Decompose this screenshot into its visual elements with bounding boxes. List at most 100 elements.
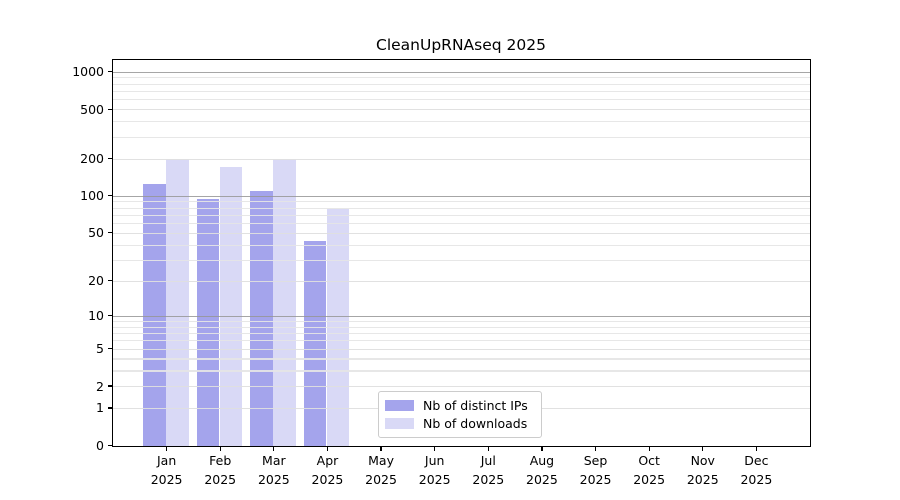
y-tick-label-10: 10	[88, 308, 104, 324]
y-tick-label-0: 0	[96, 438, 104, 453]
y-tick-mark-50	[108, 232, 113, 234]
x-tick-label-nov: Nov 2025	[673, 451, 733, 489]
x-tick-label-feb: Feb 2025	[190, 451, 250, 489]
gridline-y-4	[113, 358, 810, 360]
x-tick-month: Oct	[638, 453, 660, 468]
gridline-y-400	[113, 121, 810, 123]
chart-title: CleanUpRNAseq 2025	[376, 36, 546, 54]
gridline-y-300	[113, 136, 810, 138]
y-tick-label-100: 100	[80, 188, 104, 204]
x-tick-year: 2025	[579, 472, 612, 487]
y-tick-mark-0	[108, 444, 113, 447]
bar-downloads-jan	[166, 158, 189, 446]
gridline-y-9	[113, 320, 810, 322]
y-tick-label-1000: 1000	[72, 64, 104, 80]
x-tick-year: 2025	[418, 472, 451, 487]
x-tick-mark-aug	[541, 446, 543, 451]
gridline-y-70	[113, 214, 810, 216]
y-tick-mark-20	[108, 280, 113, 282]
x-tick-label-mar: Mar 2025	[244, 451, 304, 489]
bar-distinct-ips-mar	[250, 190, 273, 446]
gridline-y-6	[113, 340, 810, 342]
x-tick-month: Nov	[690, 453, 715, 468]
y-tick-mark-5	[108, 347, 113, 350]
gridline-y-3	[113, 370, 810, 372]
x-tick-year: 2025	[150, 472, 183, 487]
x-tick-year: 2025	[311, 472, 344, 487]
x-tick-mark-may	[380, 446, 382, 451]
plot-area	[111, 58, 812, 447]
gridline-y-1000	[113, 71, 810, 73]
x-tick-label-jun: Jun 2025	[405, 451, 465, 489]
x-tick-year: 2025	[526, 472, 558, 487]
gridline-y-7	[113, 332, 810, 335]
legend-item-downloads: Nb of downloads	[385, 415, 528, 433]
y-tick-label-50: 50	[88, 225, 104, 241]
legend-item-distinct-ips: Nb of distinct IPs	[385, 397, 528, 415]
y-tick-mark-200	[108, 157, 113, 160]
gridline-y-30	[113, 259, 810, 261]
x-tick-year: 2025	[365, 472, 397, 487]
y-tick-label-2: 2	[96, 378, 104, 394]
y-tick-mark-1000	[108, 71, 113, 73]
x-tick-year: 2025	[472, 472, 505, 487]
gridline-y-40	[113, 244, 810, 246]
x-tick-label-oct: Oct 2025	[619, 451, 679, 489]
x-tick-month: Dec	[744, 453, 769, 468]
gridline-y-600	[113, 99, 810, 101]
x-tick-mark-dec	[755, 446, 757, 451]
legend-label: Nb of distinct IPs	[423, 398, 528, 414]
gridline-y-60	[113, 223, 810, 225]
x-tick-mark-oct	[648, 446, 650, 451]
x-tick-mark-mar	[273, 446, 275, 451]
x-tick-month: Sep	[583, 453, 608, 468]
y-tick-label-1: 1	[96, 400, 104, 416]
x-tick-mark-nov	[702, 446, 704, 451]
bar-downloads-mar	[273, 158, 296, 446]
x-tick-label-aug: Aug 2025	[512, 451, 572, 489]
gridline-y-10	[113, 315, 810, 317]
gridline-y-5	[113, 348, 810, 350]
x-tick-label-dec: Dec 2025	[726, 451, 786, 489]
gridline-y-800	[113, 83, 810, 85]
grid-layer	[113, 60, 810, 446]
y-tick-mark-10	[108, 315, 113, 317]
x-tick-mark-jun	[434, 446, 436, 451]
y-tick-mark-2	[108, 385, 113, 387]
x-tick-mark-feb	[219, 446, 221, 451]
x-tick-month: Jul	[480, 453, 496, 468]
x-tick-month: Feb	[209, 453, 232, 468]
gridline-y-2	[113, 386, 810, 388]
legend-swatch-downloads	[385, 417, 414, 429]
gridline-y-200	[113, 158, 810, 160]
gridline-y-700	[113, 90, 810, 93]
gridline-y-20	[113, 280, 810, 282]
x-tick-label-jul: Jul 2025	[458, 451, 518, 489]
bar-downloads-feb	[219, 167, 243, 446]
y-tick-label-5: 5	[96, 341, 104, 357]
gridline-y-50	[113, 232, 810, 234]
y-tick-mark-500	[108, 108, 113, 110]
x-tick-label-apr: Apr 2025	[297, 451, 357, 489]
x-tick-year: 2025	[686, 472, 719, 487]
legend-label: Nb of downloads	[423, 415, 528, 431]
x-tick-month: Mar	[262, 453, 286, 468]
gridline-y-90	[113, 201, 810, 203]
y-tick-label-200: 200	[80, 151, 104, 167]
x-tick-label-may: May 2025	[351, 451, 411, 489]
x-tick-year: 2025	[257, 472, 290, 487]
x-tick-month: Aug	[529, 453, 555, 468]
x-tick-month: Jan	[156, 453, 177, 468]
x-tick-month: Jun	[424, 453, 445, 468]
x-tick-year: 2025	[740, 472, 773, 487]
x-tick-label-jan: Jan 2025	[137, 451, 197, 489]
y-tick-label-20: 20	[88, 273, 104, 289]
gridline-y-80	[113, 207, 810, 209]
x-tick-month: Apr	[316, 453, 339, 468]
x-tick-mark-jan	[166, 446, 168, 451]
x-tick-month: May	[368, 453, 394, 468]
y-tick-mark-1	[108, 407, 113, 409]
x-tick-year: 2025	[633, 472, 666, 487]
legend: Nb of distinct IPs Nb of downloads	[378, 391, 542, 438]
